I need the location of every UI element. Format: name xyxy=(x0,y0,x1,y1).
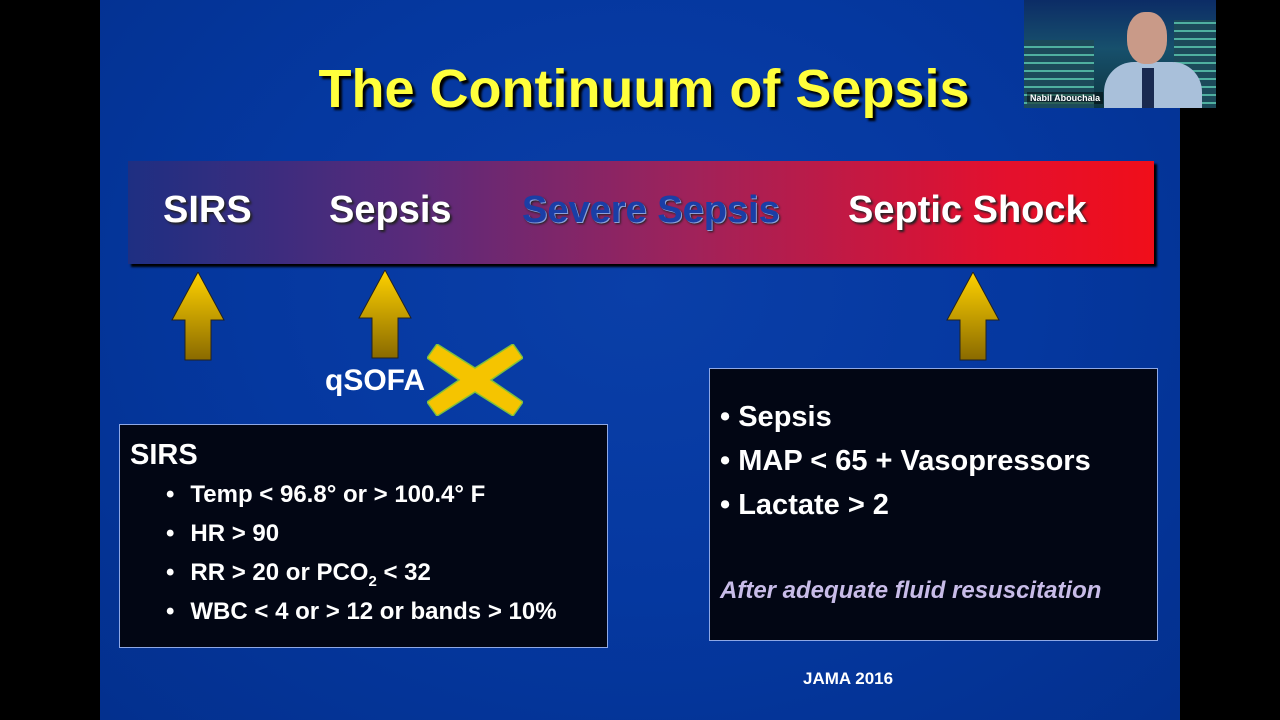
pco-subscript: 2 xyxy=(368,572,377,590)
arrow-up-icon xyxy=(946,272,1000,361)
cross-out-icon xyxy=(427,344,523,416)
citation: JAMA 2016 xyxy=(803,669,894,688)
resuscitation-note: After adequate fluid resuscitation xyxy=(720,577,1102,604)
arrow-up-icon xyxy=(358,270,412,359)
criterion-map: MAP < 65 + Vasopressors xyxy=(720,445,1091,489)
stage-sirs: SIRS xyxy=(163,189,252,231)
criterion-hr: HR > 90 xyxy=(166,520,557,559)
criterion-rr: RR > 20 or PCO2 < 32 xyxy=(166,559,557,598)
sepsis-continuum-bar xyxy=(128,161,1154,264)
sirs-heading: SIRS xyxy=(130,439,198,471)
arrow-up-icon xyxy=(171,272,225,361)
presentation-slide: The Continuum of Sepsis SIRS Sepsis Seve… xyxy=(100,0,1180,720)
participant-name: Nabil Abouchala xyxy=(1027,92,1104,104)
participant-video-thumbnail[interactable]: Nabil Abouchala xyxy=(1024,0,1216,108)
sirs-criteria-box: SIRS Temp < 96.8° or > 100.4° F HR > 90 … xyxy=(119,424,608,648)
stage-severe-sepsis: Severe Sepsis xyxy=(522,189,780,231)
criterion-rr-text: RR > 20 or PCO xyxy=(190,559,369,586)
stage-septic-shock: Septic Shock xyxy=(848,189,1087,231)
criterion-lactate: Lactate > 2 xyxy=(720,489,1091,533)
criterion-wbc: WBC < 4 or > 12 or bands > 10% xyxy=(166,598,556,637)
septic-shock-criteria-box: Sepsis MAP < 65 + Vasopressors Lactate >… xyxy=(709,368,1158,641)
criterion-temp: Temp < 96.8° or > 100.4° F xyxy=(166,481,557,520)
background-building xyxy=(1024,40,1094,108)
participant-tie xyxy=(1142,68,1154,108)
slide-title: The Continuum of Sepsis xyxy=(318,59,970,119)
participant-head xyxy=(1127,12,1167,64)
criterion-sepsis: Sepsis xyxy=(720,401,1091,445)
qsofa-label: qSOFA xyxy=(325,364,426,397)
criterion-rr-tail: < 32 xyxy=(376,559,431,586)
stage-sepsis: Sepsis xyxy=(329,189,452,231)
